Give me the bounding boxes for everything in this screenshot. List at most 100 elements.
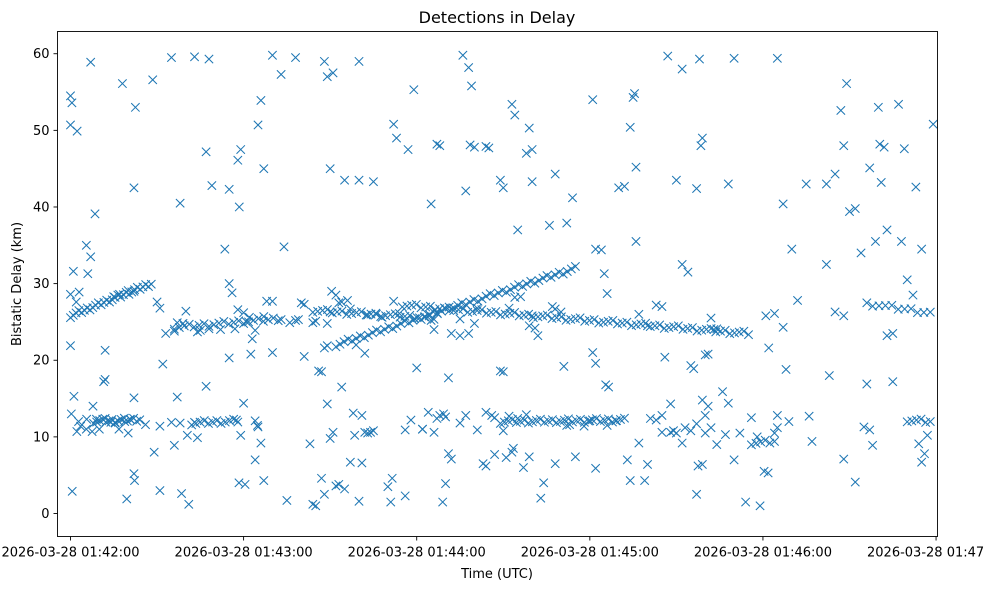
data-point-marker — [67, 98, 77, 108]
data-point-marker — [409, 85, 419, 95]
data-point-marker — [510, 292, 520, 302]
data-point-marker — [755, 501, 765, 511]
data-point-marker — [408, 315, 418, 325]
data-point-marker — [129, 393, 139, 403]
data-point-marker — [389, 296, 399, 306]
data-point-marker — [65, 289, 76, 299]
data-point-marker — [174, 322, 184, 333]
data-point-marker — [429, 427, 439, 437]
data-point-marker — [81, 240, 91, 250]
data-point-marker — [337, 382, 347, 392]
data-point-marker — [527, 177, 537, 187]
data-point-marker — [645, 413, 655, 424]
data-point-marker — [166, 417, 177, 427]
data-point-marker — [692, 419, 702, 429]
data-point-marker — [490, 449, 500, 460]
data-point-marker — [345, 457, 355, 467]
data-point-marker — [83, 269, 93, 279]
data-point-marker — [354, 175, 364, 185]
data-point-marker — [176, 489, 187, 499]
data-point-marker — [184, 319, 194, 329]
data-point-marker — [546, 272, 556, 282]
data-point-marker — [363, 330, 373, 340]
data-point-marker — [505, 285, 516, 295]
data-point-marker — [325, 433, 335, 443]
data-point-marker — [328, 427, 338, 437]
data-point-marker — [524, 309, 534, 319]
data-point-marker — [227, 288, 237, 298]
data-point-marker — [359, 333, 369, 343]
data-point-marker — [641, 318, 651, 328]
data-point-marker — [879, 142, 889, 152]
data-point-marker — [236, 144, 246, 155]
data-point-marker — [787, 244, 797, 254]
data-point-marker — [739, 326, 749, 336]
data-point-marker — [342, 295, 353, 306]
data-point-marker — [792, 295, 803, 306]
data-point-marker — [655, 320, 665, 330]
data-point-marker — [438, 497, 448, 507]
data-point-marker — [663, 51, 673, 61]
data-point-marker — [694, 54, 705, 64]
data-point-marker — [473, 296, 483, 306]
data-point-marker — [696, 141, 706, 151]
data-point-marker — [250, 455, 260, 465]
data-point-marker — [804, 411, 814, 421]
data-point-marker — [81, 424, 91, 434]
data-point-marker — [570, 452, 580, 462]
data-point-marker — [566, 264, 576, 274]
data-point-marker — [761, 311, 771, 321]
data-point-marker — [484, 143, 494, 153]
data-point-marker — [387, 473, 397, 483]
data-point-marker — [290, 52, 301, 63]
data-point-marker — [350, 430, 360, 440]
data-point-marker — [194, 320, 204, 330]
data-point-marker — [331, 342, 341, 352]
data-point-marker — [481, 141, 491, 152]
data-point-marker — [357, 410, 367, 420]
data-point-marker — [268, 313, 278, 323]
data-point-marker — [562, 420, 572, 430]
data-point-marker — [161, 328, 171, 338]
data-point-marker — [899, 144, 909, 154]
data-point-marker — [114, 289, 125, 299]
data-point-marker — [253, 314, 264, 324]
data-point-marker — [204, 54, 214, 64]
data-point-marker — [322, 72, 332, 82]
data-point-marker — [821, 179, 831, 189]
data-point-marker — [522, 279, 532, 289]
data-point-marker — [518, 462, 529, 473]
data-point-marker — [412, 363, 422, 373]
data-point-marker — [446, 454, 456, 464]
data-point-marker — [703, 349, 713, 359]
data-point-marker — [534, 276, 544, 286]
data-point-marker — [322, 304, 332, 315]
data-point-marker — [95, 416, 105, 426]
data-point-marker — [700, 410, 710, 420]
data-point-marker — [74, 287, 84, 297]
data-point-marker — [539, 478, 549, 488]
data-point-marker — [224, 319, 234, 329]
data-point-marker — [729, 455, 739, 465]
data-point-marker — [455, 418, 465, 428]
data-point-marker — [550, 459, 560, 469]
data-point-marker — [906, 304, 916, 314]
data-point-marker — [567, 193, 578, 203]
x-tick-label: 2026-03-28 01:43:00 — [175, 546, 313, 561]
data-point-marker — [132, 416, 142, 426]
data-point-marker — [311, 316, 321, 326]
data-point-marker — [201, 147, 211, 157]
data-point-marker — [337, 297, 347, 307]
data-point-marker — [246, 349, 256, 359]
data-point-marker — [233, 155, 243, 165]
data-point-marker — [99, 377, 109, 387]
data-point-marker — [305, 439, 315, 449]
data-point-marker — [368, 426, 379, 436]
data-point-marker — [614, 183, 624, 193]
x-axis-label: Time (UTC) — [460, 567, 533, 582]
data-point-marker — [544, 220, 555, 230]
data-point-marker — [547, 415, 557, 425]
data-point-marker — [299, 299, 309, 309]
data-point-marker — [446, 328, 456, 338]
data-point-marker — [325, 164, 335, 174]
